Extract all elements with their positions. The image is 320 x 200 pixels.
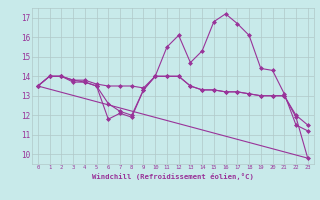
- X-axis label: Windchill (Refroidissement éolien,°C): Windchill (Refroidissement éolien,°C): [92, 173, 254, 180]
